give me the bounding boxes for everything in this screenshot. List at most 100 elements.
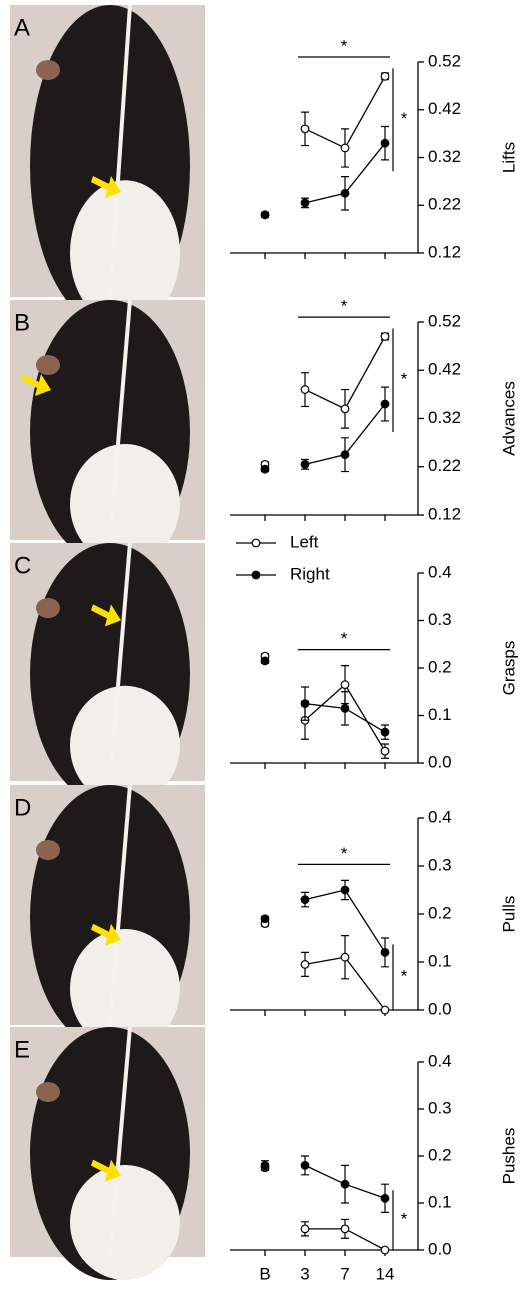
panel-letter: E [14, 1036, 30, 1063]
sig-star: * [341, 36, 348, 55]
rat-ear [36, 840, 60, 860]
data-point [380, 332, 390, 341]
y-tick-label: 0.0 [428, 752, 452, 771]
y-tick-label: 0.1 [428, 705, 452, 724]
photo [10, 4, 205, 327]
y-tick-label: 0.3 [428, 855, 452, 874]
data-point [380, 746, 390, 756]
y-tick-label: 0.42 [428, 99, 461, 118]
arrow [91, 1159, 121, 1182]
data-point [380, 1005, 390, 1015]
y-tick-label: 0.3 [428, 610, 452, 629]
rat-belly [70, 929, 180, 1049]
panel-letter: B [14, 309, 30, 336]
sig-star: * [401, 109, 408, 128]
rat-ear [36, 60, 60, 80]
data-point [340, 1179, 350, 1189]
rat-belly [70, 444, 180, 564]
photo [10, 1026, 205, 1280]
data-point [340, 885, 350, 895]
panel-letter: A [14, 14, 30, 41]
x-tick-label: B [259, 1264, 270, 1283]
data-point [340, 188, 350, 198]
rat-ear [36, 1082, 60, 1102]
y-tick-label: 0.4 [428, 562, 452, 581]
data-point [260, 914, 270, 924]
y-tick-label: 0.42 [428, 360, 461, 379]
data-point [260, 464, 270, 474]
string [108, 542, 132, 782]
y-tick-label: 0.3 [428, 1098, 452, 1117]
legend-marker [251, 570, 261, 580]
y-axis-title: Pushes [499, 1128, 518, 1185]
sig-star: * [341, 297, 348, 316]
string [108, 4, 132, 298]
y-tick-label: 0.2 [428, 903, 452, 922]
y-tick-label: 0.4 [428, 1051, 452, 1070]
data-point [300, 895, 310, 904]
y-tick-label: 0.52 [428, 311, 461, 330]
data-point [340, 680, 350, 690]
x-tick-label: 3 [300, 1264, 309, 1283]
legend-label: Left [290, 532, 319, 551]
sig-star: * [401, 967, 408, 986]
string [108, 1026, 132, 1258]
data-point [260, 210, 270, 220]
arrow [91, 923, 121, 946]
sig-star: * [341, 629, 348, 648]
string [108, 784, 132, 1026]
y-tick-label: 0.12 [428, 504, 461, 523]
photo [10, 542, 205, 805]
y-axis-title: Advances [499, 381, 518, 456]
data-point [340, 1224, 350, 1234]
y-tick-label: 0.2 [428, 657, 452, 676]
y-tick-label: 0.32 [428, 408, 461, 427]
panel-letter: C [14, 552, 31, 579]
data-point [300, 124, 310, 134]
data-point [380, 138, 390, 148]
data-point [340, 404, 350, 414]
arrow [21, 374, 51, 396]
data-point [300, 198, 310, 208]
data-point [380, 71, 390, 81]
rat-belly [70, 180, 180, 327]
data-point [300, 459, 310, 469]
sig-star: * [341, 844, 348, 863]
data-point [380, 727, 390, 737]
sig-star: * [401, 1210, 408, 1229]
rat-belly [70, 685, 180, 805]
y-tick-label: 0.1 [428, 1192, 452, 1211]
data-point [340, 450, 350, 460]
x-tick-label: 14 [376, 1264, 395, 1283]
y-tick-label: 0.52 [428, 51, 461, 70]
data-point [380, 1245, 390, 1255]
data-point [260, 1160, 270, 1170]
x-tick-label: 7 [340, 1264, 349, 1283]
y-tick-label: 0.22 [428, 195, 461, 214]
data-point [300, 1224, 310, 1234]
y-axis-title: Lifts [499, 142, 518, 173]
legend-marker [251, 538, 261, 548]
panel-letter: D [14, 794, 31, 821]
data-point [340, 143, 350, 153]
photo [10, 299, 205, 564]
y-axis-title: Pulls [499, 896, 518, 933]
y-tick-label: 0.22 [428, 456, 461, 475]
y-tick-label: 0.32 [428, 147, 461, 166]
photo [10, 784, 205, 1049]
rat-ear [36, 598, 60, 618]
data-point [300, 1160, 310, 1170]
string [108, 299, 132, 541]
legend-label: Right [290, 564, 330, 583]
y-tick-label: 0.1 [428, 951, 452, 970]
data-point [380, 399, 390, 409]
arrow [91, 604, 121, 627]
y-tick-label: 0.0 [428, 999, 452, 1018]
y-axis-title: Grasps [499, 641, 518, 696]
data-point [300, 699, 310, 709]
data-point [340, 952, 350, 962]
sig-star: * [401, 370, 408, 389]
data-point [300, 385, 310, 394]
y-tick-label: 0.4 [428, 807, 452, 826]
